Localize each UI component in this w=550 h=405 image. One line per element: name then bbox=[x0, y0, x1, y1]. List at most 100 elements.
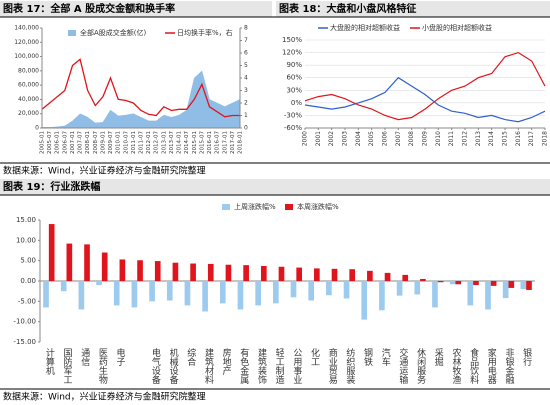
x-tick-label: 2013-07 bbox=[169, 131, 175, 154]
y-tick-label: 20,000 bbox=[18, 110, 39, 117]
x-tick-label: 2000 bbox=[302, 131, 309, 146]
bar bbox=[243, 265, 249, 281]
x-tick-label: 2006 bbox=[382, 131, 389, 146]
chart-title: 图表 18：大盘和小盘风格特征 bbox=[279, 2, 416, 15]
x-tick-label: 医药生物 bbox=[97, 348, 108, 385]
bar bbox=[184, 281, 191, 306]
y-tick-label: 120,000 bbox=[14, 39, 39, 46]
bar bbox=[131, 281, 138, 308]
y-tick-label: 5.00 bbox=[20, 257, 36, 265]
x-tick-label: 2017-07 bbox=[230, 131, 236, 154]
bar bbox=[207, 263, 214, 281]
bar bbox=[154, 261, 161, 281]
bar bbox=[273, 281, 279, 304]
y-tick-label: 40,000 bbox=[18, 96, 39, 103]
bar bbox=[296, 267, 302, 281]
x-tick-label: 电子 bbox=[115, 347, 126, 366]
title-strip bbox=[0, 179, 550, 195]
source-note: 数据来源：Wind，兴业证券经济与金融研究院整理 bbox=[3, 165, 206, 177]
y-tick-label: 80,000 bbox=[18, 67, 39, 74]
legend-swatch bbox=[222, 204, 230, 210]
x-tick-label: 2009-07 bbox=[108, 131, 114, 154]
y2-tick-label: 8 bbox=[244, 25, 248, 32]
bar bbox=[490, 281, 497, 286]
chart-title: 图表 17：全部 A 股成交金额和换手率 bbox=[3, 2, 175, 15]
x-tick-label: 2014 bbox=[488, 131, 495, 146]
y-tick-label: 10.00 bbox=[16, 236, 36, 244]
legend-swatch bbox=[68, 30, 76, 36]
x-tick-label: 2005-01 bbox=[40, 131, 46, 154]
x-tick-label: 建筑装饰 bbox=[256, 347, 267, 385]
bar bbox=[455, 281, 462, 285]
bar bbox=[260, 265, 267, 281]
bar bbox=[119, 259, 126, 281]
x-tick-label: 2017-01 bbox=[222, 131, 228, 154]
x-tick-label: 计算机 bbox=[44, 347, 55, 376]
y-tick-label: -5.00 bbox=[18, 297, 36, 305]
x-tick-label: 商业贸易 bbox=[327, 347, 338, 385]
y-tick-label: -10.00 bbox=[13, 318, 36, 326]
bar bbox=[219, 281, 226, 304]
x-tick-label: 2006-07 bbox=[62, 131, 68, 154]
x-tick-label: 有色金属 bbox=[238, 347, 249, 385]
bar bbox=[379, 281, 385, 311]
x-tick-label: 公用事业 bbox=[291, 348, 302, 384]
x-tick-label: 非银金融 bbox=[503, 347, 514, 385]
x-tick-label: 2002 bbox=[328, 131, 335, 146]
line bbox=[304, 51, 546, 121]
x-tick-label: 纺织服装 bbox=[344, 347, 355, 385]
source-note: 数据来源：Wind，兴业证券经济与金融研究院整理 bbox=[3, 391, 206, 403]
bar bbox=[473, 281, 479, 286]
bar bbox=[172, 262, 179, 281]
x-tick-label: 2007-01 bbox=[70, 131, 76, 154]
x-tick-label: 2012 bbox=[462, 131, 469, 146]
bar bbox=[343, 281, 350, 299]
bar bbox=[502, 281, 509, 299]
x-tick-label: 2008-07 bbox=[93, 131, 99, 154]
x-tick-label: 2003 bbox=[342, 131, 349, 146]
bar bbox=[202, 281, 208, 312]
x-tick-label: 建筑材料 bbox=[203, 347, 214, 385]
y2-tick-label: 5 bbox=[244, 62, 248, 69]
y-tick-label: 0.00 bbox=[20, 277, 36, 285]
x-tick-label: 2004 bbox=[355, 131, 362, 146]
x-tick-label: 汽车 bbox=[380, 347, 391, 367]
y-tick-label: 60,000 bbox=[18, 82, 39, 89]
y2-tick-label: 3 bbox=[244, 87, 248, 94]
x-tick-label: 2007-07 bbox=[78, 131, 84, 154]
x-tick-label: 2005 bbox=[368, 131, 375, 146]
x-tick-label: 2018 bbox=[542, 131, 549, 146]
bar bbox=[508, 281, 515, 288]
x-tick-label: 电气设备 bbox=[150, 347, 161, 384]
legend-label: 全部A股成交金额(亿) bbox=[80, 28, 147, 37]
bar bbox=[331, 268, 338, 281]
y2-tick-label: 4 bbox=[244, 75, 248, 82]
bar bbox=[48, 224, 55, 281]
bar bbox=[137, 260, 143, 281]
area bbox=[41, 70, 241, 129]
y-tick-label: 30% bbox=[286, 86, 302, 94]
bar bbox=[308, 281, 315, 301]
legend-label: 本周涨跌幅% bbox=[297, 202, 339, 211]
y-tick-label: 140,000 bbox=[14, 25, 39, 32]
x-tick-label: 轻工制造 bbox=[274, 347, 285, 385]
bar bbox=[402, 274, 409, 281]
y-tick-label: 120% bbox=[282, 49, 302, 57]
x-tick-label: 2008 bbox=[408, 131, 415, 146]
x-tick-label: 2016-01 bbox=[207, 131, 213, 154]
bar bbox=[255, 281, 261, 306]
x-tick-label: 2015-01 bbox=[192, 131, 198, 154]
y-tick-label: 15.00 bbox=[16, 216, 36, 224]
x-tick-label: 2012-07 bbox=[154, 131, 160, 154]
x-tick-label: 2012-01 bbox=[146, 131, 152, 154]
x-tick-label: 家用电器 bbox=[486, 347, 497, 384]
bar bbox=[43, 281, 49, 308]
x-tick-label: 2011-01 bbox=[131, 131, 137, 154]
x-tick-label: 通信 bbox=[79, 348, 90, 367]
x-tick-label: 2010-07 bbox=[123, 131, 129, 154]
bar bbox=[449, 281, 456, 285]
y2-tick-label: 1 bbox=[244, 112, 248, 119]
bar bbox=[78, 281, 85, 310]
legend-label: 大盘股的相对超额收益 bbox=[330, 23, 400, 32]
bar bbox=[149, 281, 155, 302]
